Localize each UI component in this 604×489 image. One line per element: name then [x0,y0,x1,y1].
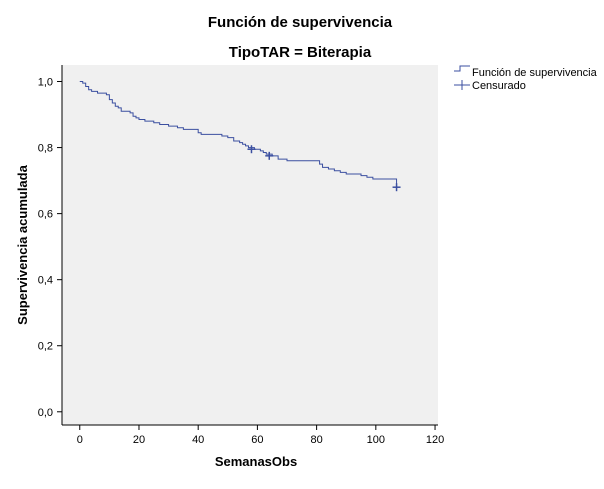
censored-marker [247,145,256,154]
y-tick-label: 0,0 [38,407,53,419]
censored-marker [265,151,274,160]
y-tick-label: 1,0 [38,77,53,89]
plot-area [62,65,438,425]
x-tick-label: 40 [192,434,204,446]
y-tick-label: 0,2 [38,341,53,353]
legend-survival-label: Función de supervivencia [472,67,598,79]
ticks-layer: 0,0 0,2 0,4 0,6 0,8 1,0 0 20 40 60 80 100 120 [38,77,445,446]
y-axis-label: Supervivencia acumulada [15,164,30,324]
legend: Función de supervivencia Censurado [454,65,598,92]
x-tick-label: 0 [77,434,83,446]
chart-subtitle: TipoTAR = Biterapia [229,44,372,61]
y-tick-label: 0,8 [38,143,53,155]
x-axis-label: SemanasObs [215,454,297,469]
x-tick-label: 20 [133,434,145,446]
y-tick-label: 0,6 [38,209,53,221]
survival-curve [79,81,398,188]
censored-marker [392,183,401,192]
x-tick-label: 120 [426,434,444,446]
x-tick-label: 100 [367,434,385,446]
x-tick-label: 60 [251,434,263,446]
legend-censored-symbol [454,80,470,90]
y-tick-label: 0,4 [38,275,53,287]
legend-censored-label: Censurado [472,80,526,92]
chart-title: Función de supervivencia [208,14,393,31]
legend-survival-symbol [454,65,470,72]
x-tick-label: 80 [310,434,322,446]
series-layer [79,81,401,192]
